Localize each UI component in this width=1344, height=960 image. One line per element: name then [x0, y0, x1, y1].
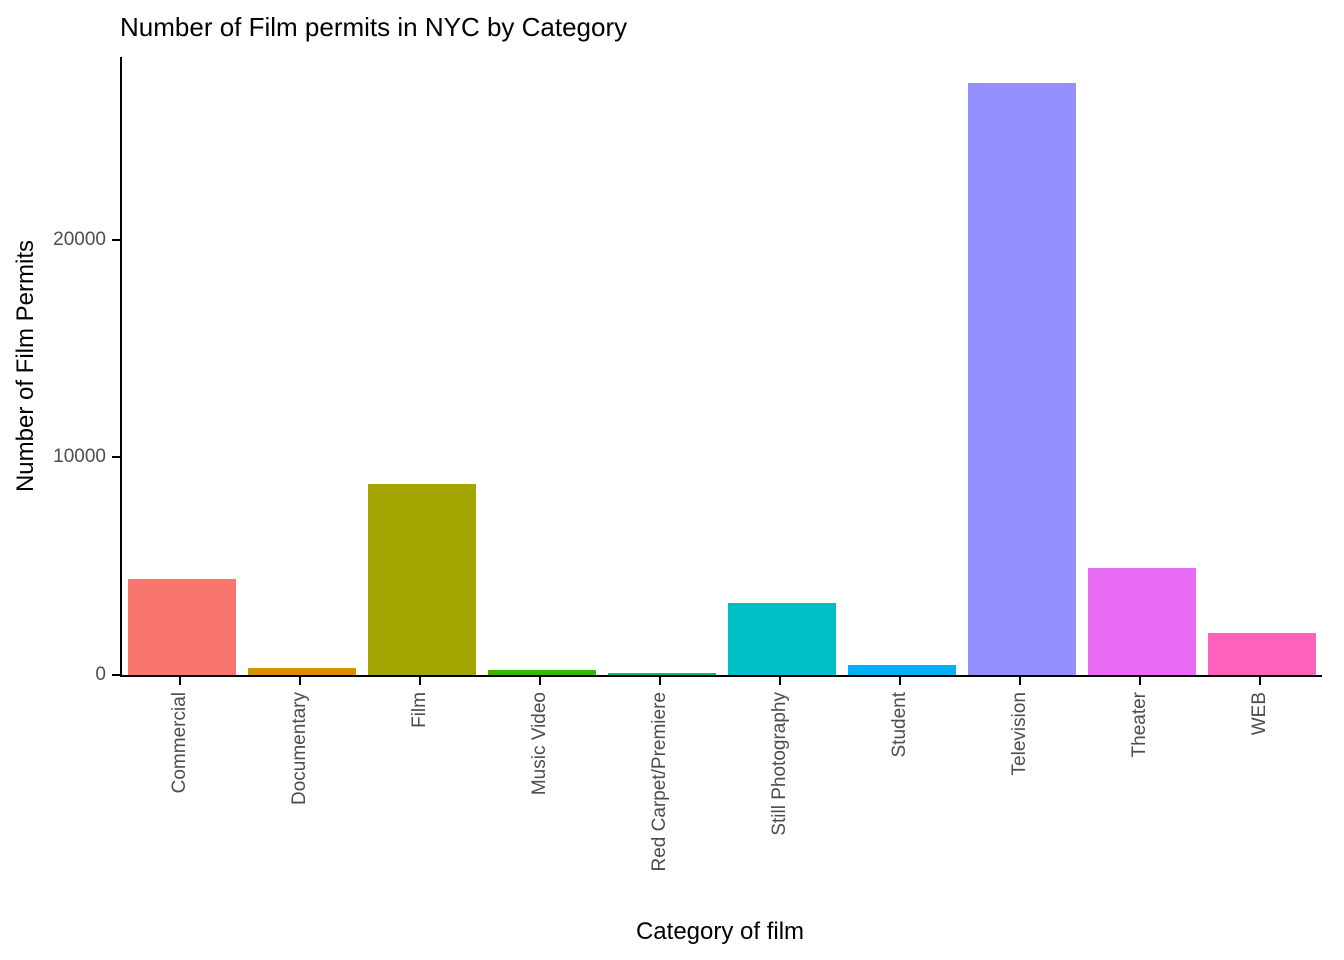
- x-tick-mark: [179, 677, 181, 685]
- y-tick-mark: [112, 674, 120, 676]
- x-tick-label-red-carpet-premiere: Red Carpet/Premiere: [600, 692, 720, 917]
- y-tick-label: 0: [95, 664, 106, 685]
- x-tick-label-music-video: Music Video: [480, 692, 600, 917]
- bar-red-carpet-premiere: [608, 672, 716, 675]
- x-tick-mark: [779, 677, 781, 685]
- x-tick-label-text: Film: [409, 692, 430, 728]
- bar-theater: [1088, 568, 1196, 675]
- x-tick-label-television: Television: [960, 692, 1080, 917]
- x-tick-label-web: WEB: [1200, 692, 1320, 917]
- bar-student: [848, 665, 956, 675]
- x-tick-label-text: Student: [889, 692, 910, 758]
- x-tick-mark: [539, 677, 541, 685]
- x-tick-label-theater: Theater: [1080, 692, 1200, 917]
- x-tick-mark: [1139, 677, 1141, 685]
- x-tick-label-text: Television: [1009, 692, 1030, 776]
- x-tick-mark: [659, 677, 661, 685]
- y-axis: 0 10000 20000: [0, 57, 120, 685]
- x-axis-labels: Commercial Documentary Film Music Video Red …: [120, 692, 1320, 917]
- y-tick-label: 20000: [53, 228, 106, 250]
- bar-television: [968, 83, 1076, 675]
- bar-commercial: [128, 579, 236, 675]
- y-tick-mark: [112, 456, 120, 459]
- x-tick-mark: [1259, 677, 1261, 685]
- bar-documentary: [248, 668, 356, 675]
- bar-music-video: [488, 669, 596, 675]
- y-tick-mark: [112, 238, 120, 241]
- x-tick-label-text: Red Carpet/Premiere: [649, 692, 670, 872]
- x-tick-label-commercial: Commercial: [120, 692, 240, 917]
- x-tick-mark: [1019, 677, 1021, 685]
- x-tick-label-text: Theater: [1129, 692, 1150, 758]
- x-tick-label-film: Film: [360, 692, 480, 917]
- x-tick-label-documentary: Documentary: [240, 692, 360, 917]
- x-tick-mark: [299, 677, 301, 685]
- bar-web: [1208, 632, 1316, 675]
- bar-film: [368, 483, 476, 675]
- y-tick-label: 10000: [53, 446, 106, 468]
- x-tick-label-text: Music Video: [529, 692, 550, 796]
- x-tick-mark: [899, 677, 901, 685]
- x-tick-label-student: Student: [840, 692, 960, 917]
- bar-still-photography: [728, 603, 836, 675]
- x-tick-label-text: Commercial: [169, 692, 190, 794]
- x-axis: [120, 677, 1320, 685]
- x-axis-title: Category of film: [635, 918, 805, 945]
- chart-title: Number of Film permits in NYC by Categor…: [120, 12, 628, 42]
- x-tick-label-text: WEB: [1249, 692, 1270, 736]
- x-tick-mark: [419, 677, 421, 685]
- x-tick-label-text: Still Photography: [769, 692, 790, 836]
- x-tick-label-still-photography: Still Photography: [720, 692, 840, 917]
- x-tick-label-text: Documentary: [289, 692, 310, 805]
- plot-area: [120, 57, 1322, 677]
